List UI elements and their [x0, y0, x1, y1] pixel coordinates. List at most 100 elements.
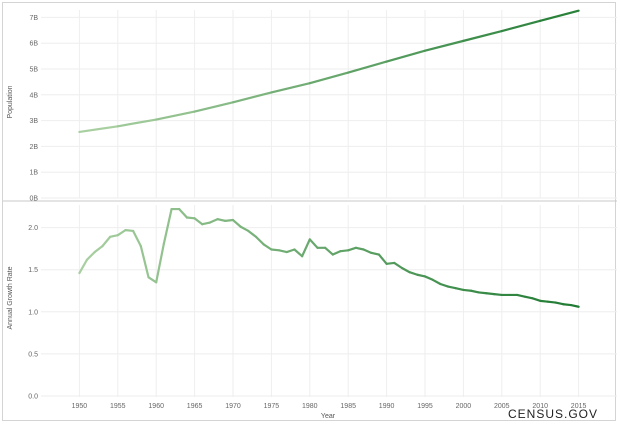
population-tick-1B: 1B — [29, 170, 38, 177]
growth-rate-line-segment-1979 — [301, 238, 311, 258]
growth-rate-line-segment-1954 — [109, 234, 119, 238]
growth-tick-2.0: 2.0 — [28, 225, 38, 232]
population-line-segment-1990 — [385, 49, 427, 63]
population-line-segment-1965 — [193, 101, 235, 113]
chart-frame — [2, 2, 616, 421]
growth-rate-line-segment-1999 — [454, 287, 465, 292]
growth-rate-line-segment-1994 — [416, 273, 427, 278]
growth-axis-label: Annual Growth Rate — [7, 266, 14, 329]
growth-rate-line-segment-2013 — [562, 303, 573, 307]
growth-rate-line-segment-2011 — [546, 300, 557, 304]
growth-rate-line-segment-1968 — [216, 218, 227, 222]
x-tick-1990: 1990 — [379, 403, 395, 410]
growth-rate-line-segment-1975 — [270, 248, 281, 252]
growth-rate-line-segment-2012 — [554, 301, 565, 306]
growth-rate-line-segment-1973 — [254, 235, 265, 246]
population-line-segment-2005 — [500, 19, 542, 33]
growth-rate-line-segment-2009 — [531, 297, 542, 302]
growth-rate-line-segment-1987 — [362, 248, 373, 254]
growth-tick-1.5: 1.5 — [28, 267, 38, 274]
population-line-segment-1950 — [78, 125, 119, 134]
growth-tick-0.0: 0.0 — [28, 394, 38, 401]
x-tick-2015: 2015 — [571, 403, 587, 410]
growth-rate-line-segment-1997 — [439, 282, 450, 288]
tick-layer: 0B 1B 2B 3B 4B 5B 6B 7B 0.0 0.5 1.0 1.5 2.0 1950 1955 1… — [28, 15, 586, 410]
x-tick-2005: 2005 — [494, 403, 510, 410]
growth-rate-line-segment-1995 — [423, 275, 434, 281]
growth-rate-line-segment-2002 — [477, 291, 488, 295]
x-tick-1960: 1960 — [148, 403, 164, 410]
growth-rate-line-segment-1971 — [239, 225, 250, 233]
x-tick-1985: 1985 — [340, 403, 356, 410]
growth-rate-line-segment-1980 — [308, 238, 319, 249]
growth-rate-line-segment-1952 — [93, 245, 104, 254]
growth-rate-line-segment-1988 — [370, 251, 381, 256]
growth-rate-line-segment-2014 — [569, 303, 580, 308]
population-tick-0B: 0B — [29, 196, 38, 203]
growth-rate-line-segment-1991 — [393, 261, 404, 270]
growth-rate-line-segment-2001 — [469, 289, 480, 294]
population-tick-4B: 4B — [29, 92, 38, 99]
population-axis-label: Population — [7, 85, 14, 118]
x-tick-1995: 1995 — [417, 403, 433, 410]
growth-rate-line-segment-2010 — [539, 299, 549, 303]
x-tick-2000: 2000 — [456, 403, 472, 410]
growth-rate-line-segment-1990 — [385, 261, 396, 265]
growth-rate-line-segment-1977 — [285, 248, 296, 254]
growth-rate-line-segment-1953 — [101, 235, 112, 248]
growth-tick-1.0: 1.0 — [28, 309, 38, 316]
growth-rate-line-segment-1970 — [231, 218, 242, 228]
population-line-segment-1985 — [347, 60, 388, 74]
growth-rate-line-segment-1978 — [293, 248, 304, 258]
growth-rate-line-segment-1969 — [224, 218, 235, 222]
growth-rate-line-segment-1957 — [132, 229, 142, 248]
growth-rate-line-segment-1972 — [247, 229, 258, 238]
growth-rate-line-segment-1996 — [431, 278, 442, 286]
growth-rate-line-segment-2000 — [462, 288, 473, 292]
growth-rate-line-segment-1989 — [377, 253, 388, 265]
population-tick-5B: 5B — [29, 67, 38, 74]
growth-rate-line-segment-1963 — [178, 207, 189, 219]
growth-tick-0.5: 0.5 — [28, 351, 38, 358]
growth-rate-line-segment-1974 — [262, 243, 273, 251]
population-line-segment-2000 — [462, 29, 503, 42]
growth-rate-line-segment-1950 — [78, 258, 89, 275]
x-tick-1950: 1950 — [72, 403, 88, 410]
growth-rate-line-segment-2003 — [485, 292, 496, 296]
population-line-segment-1995 — [423, 39, 465, 52]
growth-rate-line-segment-2007 — [516, 293, 526, 298]
growth-rate-line-segment-2004 — [493, 293, 503, 297]
growth-rate-line-segment-1964 — [185, 216, 196, 220]
growth-rate-line-segment-1966 — [201, 221, 212, 226]
growth-rate-line-segment-1958 — [139, 245, 150, 279]
growth-rate-line-segment-1960 — [155, 242, 165, 284]
growth-rate-line-segment-1956 — [124, 229, 135, 233]
population-line-segment-2010 — [539, 9, 580, 22]
growth-rate-line-segment-1955 — [116, 229, 127, 237]
growth-rate-line-segment-1992 — [400, 266, 411, 274]
population-line-segment-1975 — [270, 82, 311, 94]
population-line-segment-1970 — [231, 91, 273, 104]
growth-rate-line-segment-1961 — [162, 207, 173, 245]
population-line-segment-1980 — [308, 71, 350, 85]
x-tick-1975: 1975 — [264, 403, 280, 410]
growth-rate-line-segment-1993 — [408, 271, 419, 276]
series-layer — [78, 9, 580, 308]
population-tick-3B: 3B — [29, 118, 38, 125]
x-tick-2010: 2010 — [532, 403, 548, 410]
x-tick-1965: 1965 — [187, 403, 203, 410]
growth-rate-line-segment-1998 — [446, 285, 457, 290]
x-tick-1970: 1970 — [225, 403, 241, 410]
growth-rate-line-segment-1985 — [347, 246, 357, 252]
population-line-segment-1960 — [155, 110, 196, 121]
growth-rate-line-segment-1959 — [147, 276, 158, 284]
x-tick-1980: 1980 — [302, 403, 318, 410]
population-tick-2B: 2B — [29, 144, 38, 151]
growth-rate-line-segment-1983 — [331, 250, 342, 256]
growth-rate-line-segment-1951 — [85, 250, 96, 261]
growth-rate-line-segment-1967 — [208, 218, 219, 224]
growth-rate-line-segment-1976 — [277, 249, 288, 254]
x-tick-1955: 1955 — [110, 403, 126, 410]
grid-layer — [41, 10, 617, 397]
census-gov-brand: CENSUS.GOV — [508, 407, 598, 421]
